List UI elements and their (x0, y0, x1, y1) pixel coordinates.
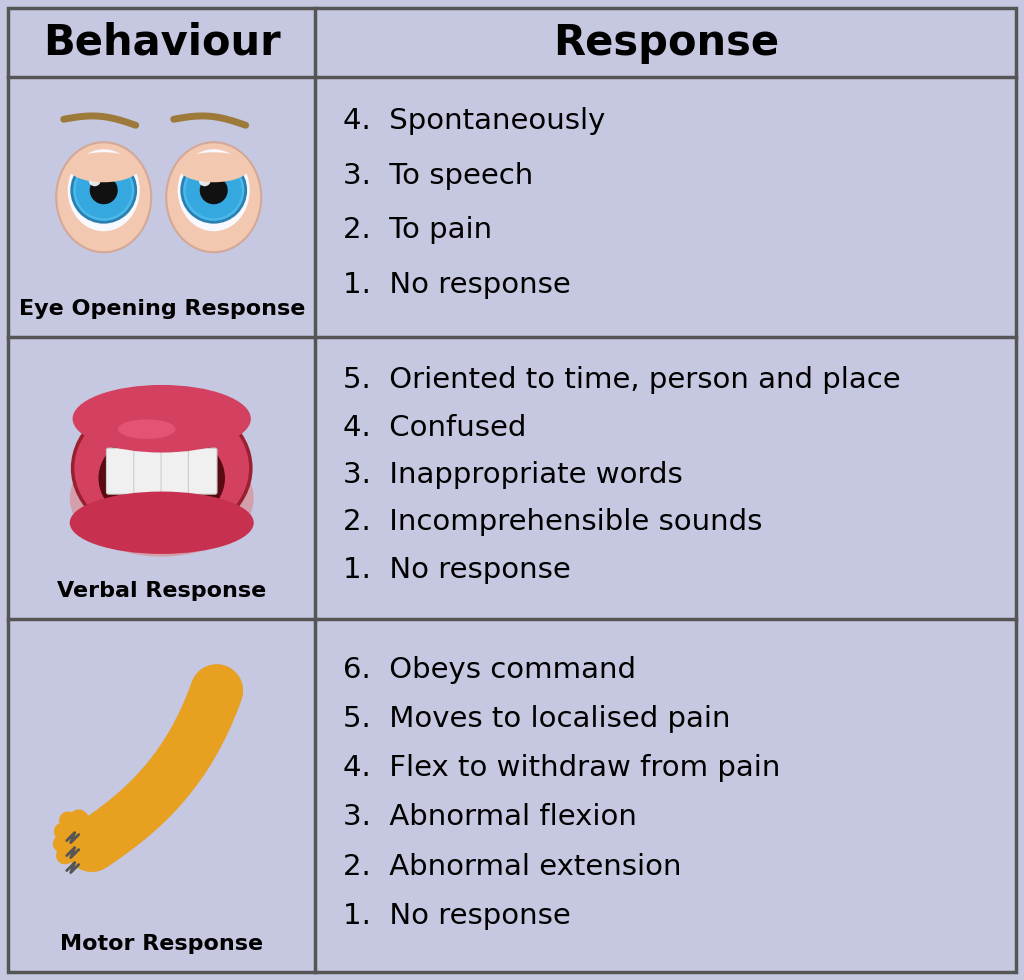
Text: 1.  No response: 1. No response (343, 270, 571, 299)
Text: 4.  Spontaneously: 4. Spontaneously (343, 108, 606, 135)
Ellipse shape (68, 149, 139, 231)
Text: 4.  Confused: 4. Confused (343, 414, 526, 442)
FancyBboxPatch shape (106, 448, 135, 494)
Text: 2.  To pain: 2. To pain (343, 217, 493, 244)
Text: Verbal Response: Verbal Response (57, 581, 266, 601)
Ellipse shape (178, 152, 250, 182)
Ellipse shape (166, 142, 261, 252)
Ellipse shape (68, 152, 139, 182)
FancyBboxPatch shape (188, 448, 217, 494)
Circle shape (72, 158, 136, 222)
Circle shape (181, 158, 246, 222)
Text: 3.  Abnormal flexion: 3. Abnormal flexion (343, 804, 637, 831)
FancyBboxPatch shape (161, 448, 189, 494)
Text: 1.  No response: 1. No response (343, 902, 571, 930)
Circle shape (89, 174, 100, 186)
Text: 5.  Oriented to time, person and place: 5. Oriented to time, person and place (343, 367, 901, 395)
Text: 4.  Flex to withdraw from pain: 4. Flex to withdraw from pain (343, 755, 781, 782)
Text: 1.  No response: 1. No response (343, 556, 571, 583)
Text: 6.  Obeys command: 6. Obeys command (343, 656, 637, 684)
FancyBboxPatch shape (175, 498, 204, 534)
Ellipse shape (178, 149, 250, 231)
Text: Eye Opening Response: Eye Opening Response (18, 299, 305, 319)
Text: Response: Response (553, 22, 779, 64)
Ellipse shape (70, 492, 254, 554)
Circle shape (200, 176, 227, 204)
Ellipse shape (118, 419, 175, 439)
Ellipse shape (73, 385, 251, 453)
Ellipse shape (73, 397, 251, 540)
Circle shape (76, 163, 132, 219)
Text: 3.  Inappropriate words: 3. Inappropriate words (343, 461, 683, 489)
FancyBboxPatch shape (147, 498, 176, 534)
Text: 5.  Moves to localised pain: 5. Moves to localised pain (343, 705, 731, 733)
Text: 2.  Abnormal extension: 2. Abnormal extension (343, 853, 682, 881)
Circle shape (199, 174, 211, 186)
Text: 3.  To speech: 3. To speech (343, 162, 534, 190)
Text: Motor Response: Motor Response (60, 934, 263, 954)
FancyBboxPatch shape (134, 448, 163, 494)
Ellipse shape (98, 429, 225, 527)
Circle shape (90, 176, 118, 204)
Text: 2.  Incomprehensible sounds: 2. Incomprehensible sounds (343, 509, 763, 536)
FancyBboxPatch shape (120, 498, 148, 534)
Text: Behaviour: Behaviour (43, 22, 281, 64)
Circle shape (185, 163, 242, 219)
Ellipse shape (56, 142, 152, 252)
Ellipse shape (70, 440, 254, 557)
